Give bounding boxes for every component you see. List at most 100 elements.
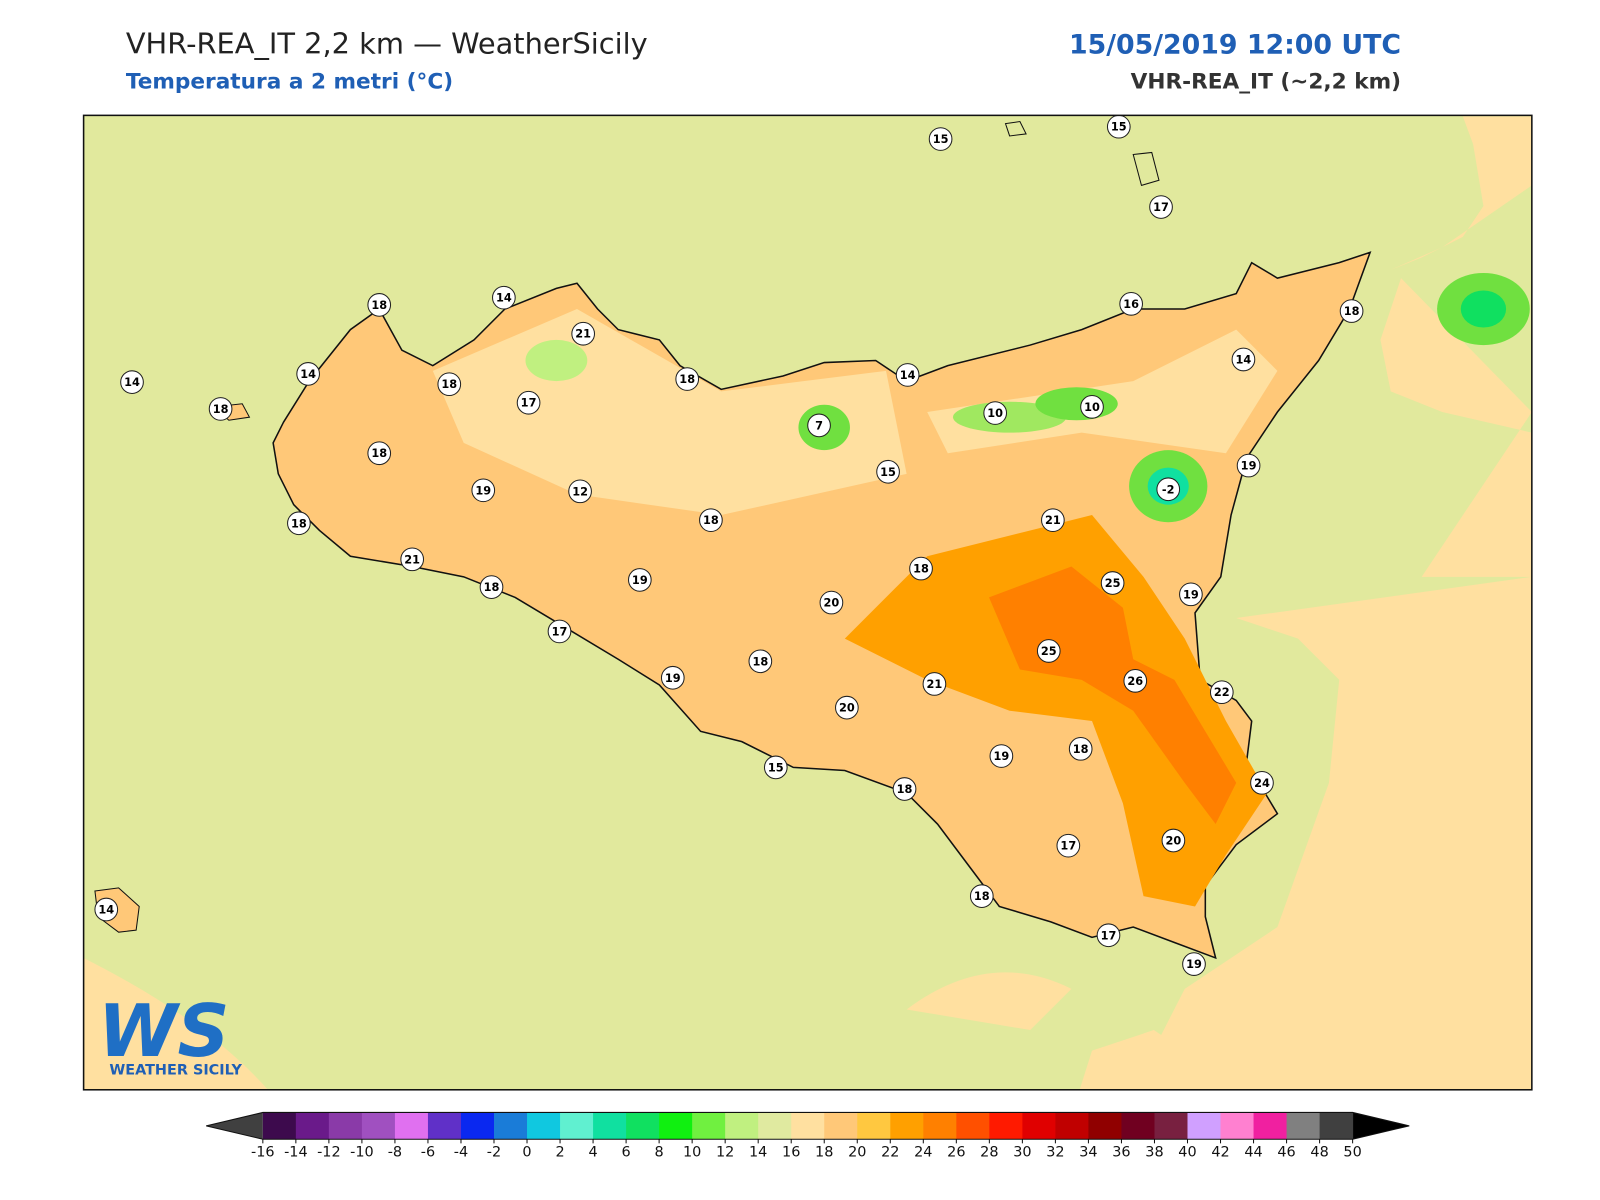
station-value: 19 — [665, 671, 681, 685]
station: 12 — [568, 479, 592, 504]
station: 17 — [516, 390, 541, 415]
station-value: 12 — [572, 484, 588, 498]
station-marker — [400, 547, 425, 572]
station-marker — [1179, 582, 1203, 607]
station-value: 18 — [371, 446, 387, 460]
station-marker — [492, 285, 516, 310]
station-marker — [909, 556, 933, 581]
station: 18 — [1339, 299, 1364, 323]
station-marker — [1106, 115, 1131, 139]
colorbar-tick-label: 6 — [622, 1145, 631, 1161]
colorbar-tick-label: 26 — [947, 1145, 965, 1161]
station-marker — [1182, 952, 1206, 976]
colorbar-tick-label: 42 — [1211, 1145, 1229, 1161]
station-marker — [660, 665, 685, 690]
station: 15 — [928, 127, 953, 151]
colorbar-bin — [1088, 1112, 1122, 1140]
station-value: 15 — [768, 760, 784, 774]
warm-sea — [83, 957, 268, 1090]
colorbar-bin — [791, 1112, 825, 1140]
colorbar-tick-label: 40 — [1178, 1145, 1196, 1161]
station-value: 17 — [521, 396, 537, 410]
colorbar-bin — [328, 1112, 363, 1140]
station: 22 — [1209, 680, 1234, 705]
colorbar-bin — [626, 1112, 660, 1140]
station-value: 21 — [927, 677, 943, 691]
logo-text: WEATHER SICILY — [109, 1062, 242, 1078]
station-marker — [835, 695, 859, 720]
station-value: 25 — [1041, 644, 1057, 658]
station-marker — [1080, 395, 1104, 419]
station-value: 14 — [496, 291, 512, 305]
station-value: 21 — [404, 552, 420, 566]
station-value: 18 — [213, 402, 229, 416]
station: 15 — [763, 755, 788, 780]
colorbar-tick-label: 18 — [815, 1145, 833, 1161]
colorbar-tick-label: -10 — [350, 1145, 374, 1161]
colorbar-tick-label: 32 — [1046, 1145, 1064, 1161]
colorbar-bin — [1253, 1112, 1288, 1140]
station-marker — [807, 413, 831, 438]
station: 19 — [989, 744, 1014, 768]
station-marker — [1231, 347, 1256, 372]
map-area: 15 15 17 18 14 21 18 16 14 14 14 18 18 17 18 14 7 10 10 18 1… — [83, 115, 1532, 1090]
station-value: 25 — [1105, 576, 1121, 590]
station: 14 — [1231, 347, 1256, 372]
colorbar-tick-label: 30 — [1013, 1145, 1031, 1161]
station-marker — [1119, 292, 1144, 316]
station: 18 — [969, 884, 994, 908]
station-value: 15 — [933, 132, 949, 146]
stations: 15 15 17 18 14 21 18 16 14 14 14 18 18 17 18 14 7 10 10 18 1… — [94, 115, 1364, 976]
station-value: 18 — [441, 377, 457, 391]
colorbar-tick-label: -4 — [454, 1145, 468, 1161]
station-marker — [876, 459, 900, 484]
station-value: 14 — [900, 368, 916, 382]
station: 10 — [983, 401, 1008, 425]
colorbar-tick-label: -12 — [317, 1145, 341, 1161]
station-value: 18 — [913, 562, 929, 576]
colorbar-bin — [1022, 1112, 1056, 1140]
map-frame — [82, 114, 1533, 1091]
station-value: 24 — [1254, 776, 1270, 790]
station-marker — [928, 127, 953, 151]
colorbar-tick-label: 22 — [881, 1145, 899, 1161]
station-value: 15 — [1111, 120, 1127, 134]
station: 19 — [1179, 582, 1203, 607]
colorbar-bin — [758, 1112, 792, 1140]
station-marker — [1209, 680, 1234, 705]
station: 14 — [94, 897, 119, 922]
colorbar-bin — [956, 1112, 990, 1140]
station-marker — [571, 321, 596, 346]
station-value: 19 — [632, 573, 648, 587]
warm-sea — [906, 972, 1237, 1090]
colorbar-tick-label: 34 — [1079, 1145, 1097, 1161]
station: 15 — [876, 459, 900, 484]
station: 19 — [1236, 453, 1261, 478]
colorbar-tick-label: 36 — [1112, 1145, 1130, 1161]
colorbar-tick-label: 50 — [1343, 1145, 1361, 1161]
station-value: 14 — [124, 375, 140, 389]
colorbar-bin — [527, 1112, 561, 1140]
station: 15 — [1106, 115, 1131, 139]
station-marker — [479, 575, 504, 599]
station-marker — [1236, 453, 1261, 478]
colorbar-tick-label: 8 — [655, 1145, 664, 1161]
station-value: 18 — [679, 372, 695, 386]
colorbar-bin — [361, 1112, 396, 1140]
logo-mark: WS — [98, 990, 229, 1074]
colorbar-tick-label: 2 — [555, 1145, 564, 1161]
colorbar-tick-label: 48 — [1310, 1145, 1328, 1161]
station-marker — [763, 755, 788, 780]
station-marker — [367, 441, 392, 466]
station-value: 26 — [1127, 674, 1143, 688]
colorbar-tick-label: 0 — [522, 1145, 531, 1161]
station-value: 20 — [824, 596, 840, 610]
colorbar-bin — [890, 1112, 924, 1140]
station-marker — [1123, 669, 1148, 693]
colorbar-bin — [460, 1112, 495, 1140]
station: 14 — [120, 370, 144, 394]
colorbar-bin — [295, 1112, 330, 1140]
station: 21 — [571, 321, 596, 346]
colorbar-tick-label: -6 — [421, 1145, 435, 1161]
